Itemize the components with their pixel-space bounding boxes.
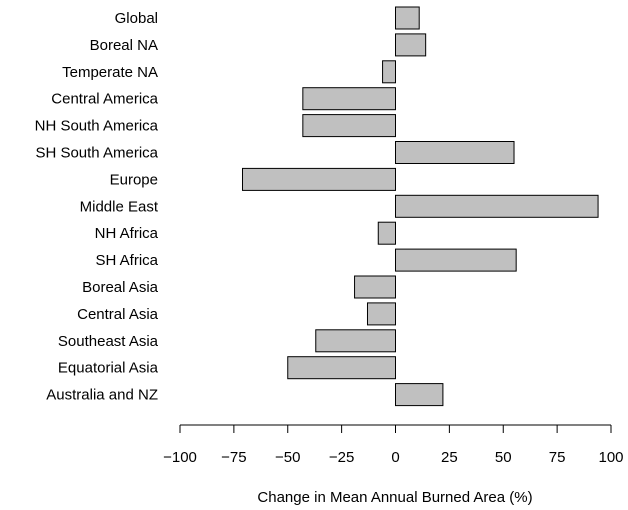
- bar-equatorial-asia: [287, 356, 396, 380]
- bar-boreal-asia: [354, 275, 396, 299]
- category-label: Global: [115, 10, 158, 27]
- bar-nh-south-america: [302, 114, 396, 138]
- x-tick-label: −25: [329, 449, 354, 466]
- x-tick-label: 50: [495, 449, 512, 466]
- x-tick-label: 25: [441, 449, 458, 466]
- category-label: Southeast Asia: [58, 333, 159, 350]
- category-label: SH Africa: [95, 252, 158, 269]
- x-axis-title: Change in Mean Annual Burned Area (%): [257, 489, 532, 506]
- category-label: SH South America: [35, 145, 158, 162]
- bar-sh-africa: [395, 248, 517, 272]
- category-label: Middle East: [80, 198, 159, 215]
- bar-nh-africa: [377, 221, 397, 245]
- bar-australia-and-nz: [395, 383, 444, 407]
- x-tick-label: −100: [163, 449, 197, 466]
- x-tick-label: −50: [275, 449, 300, 466]
- category-label: Boreal Asia: [82, 279, 159, 296]
- category-label: Central Asia: [77, 306, 159, 323]
- category-label: NH Africa: [95, 225, 159, 242]
- category-label: NH South America: [35, 118, 159, 135]
- x-tick-label: 0: [391, 449, 399, 466]
- bar-temperate-na: [382, 60, 397, 84]
- category-label: Central America: [51, 91, 158, 108]
- bar-middle-east: [395, 194, 599, 218]
- category-label: Europe: [110, 171, 158, 188]
- bars-group: [241, 6, 599, 407]
- category-label: Temperate NA: [62, 64, 158, 81]
- x-tick-label: 75: [549, 449, 566, 466]
- bar-global: [395, 6, 420, 30]
- x-axis: −100 −75 −50 −25 0 25 50 75 100: [163, 424, 624, 466]
- bar-central-america: [302, 87, 396, 111]
- bar-central-asia: [366, 302, 396, 326]
- bar-europe: [241, 167, 396, 191]
- category-label: Australia and NZ: [46, 387, 158, 404]
- x-tick-label: −75: [221, 449, 246, 466]
- x-tick-label: 100: [598, 449, 623, 466]
- bar-southeast-asia: [315, 329, 397, 353]
- category-label: Boreal NA: [90, 37, 158, 54]
- bar-sh-south-america: [395, 141, 515, 164]
- category-labels: Global Boreal NA Temperate NA Central Ameri…: [35, 10, 159, 404]
- category-label: Equatorial Asia: [58, 360, 159, 377]
- bar-boreal-na: [395, 33, 427, 57]
